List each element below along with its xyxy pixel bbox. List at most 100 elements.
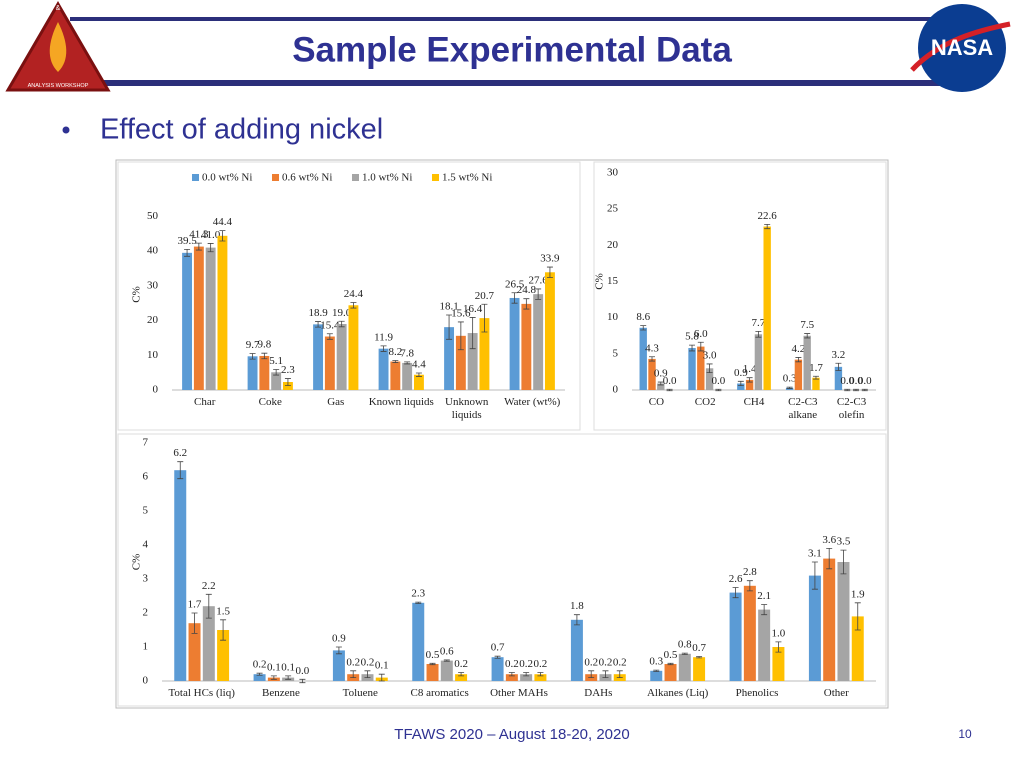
error-bar-line (844, 388, 851, 392)
error-bar-line (811, 561, 818, 590)
bar (729, 592, 742, 681)
error-bar-line (523, 298, 530, 310)
error-bar (469, 317, 476, 350)
data-label: 20.7 (475, 290, 495, 302)
panel (117, 433, 887, 707)
bar (794, 359, 803, 390)
data-label: 41.3 (189, 229, 209, 241)
error-bar (602, 670, 609, 678)
y-tick-label: 10 (147, 349, 159, 361)
error-bar (350, 302, 357, 309)
bar (521, 303, 532, 390)
y-tick-label: 25 (607, 203, 619, 215)
data-label: 3.5 (837, 536, 851, 548)
y-tick-label: 4 (143, 539, 149, 551)
error-bar (666, 388, 673, 392)
error-bar-line (588, 670, 595, 678)
error-bar-line (392, 360, 399, 363)
legend-label: 1.0 wt% Ni (362, 172, 412, 184)
error-bar-line (746, 580, 753, 592)
error-bar (535, 288, 542, 300)
error-bar-line (338, 320, 345, 328)
error-bar (844, 388, 851, 392)
x-tick-label-box: C2-C3 alkane (788, 396, 817, 421)
error-bar (350, 670, 357, 678)
data-label: 15.6 (451, 307, 471, 319)
y-axis-label: C% (131, 554, 143, 571)
error-bar-line (535, 288, 542, 300)
data-label: 0.0 (840, 375, 854, 387)
bar (533, 294, 544, 390)
data-label: 8.6 (636, 311, 650, 323)
bar (639, 327, 647, 390)
error-bar-line (546, 266, 553, 278)
data-label: 1.0 (772, 627, 786, 639)
error-bar-line (219, 230, 226, 242)
data-label: 0.2 (253, 659, 267, 671)
data-label: 0.1 (267, 661, 281, 673)
bar (247, 356, 258, 390)
data-label: 0.2 (346, 656, 360, 668)
error-bar-line (835, 362, 842, 371)
bar (332, 650, 345, 681)
y-tick-label: 1 (143, 641, 149, 653)
error-bar-line (795, 357, 802, 363)
data-label: 0.0 (858, 375, 872, 387)
x-tick-label: Unknown liquids (445, 396, 489, 421)
error-bar (761, 604, 768, 616)
data-label: 18.1 (439, 301, 458, 313)
legend-label: 0.6 wt% Ni (282, 172, 332, 184)
error-bar (249, 353, 256, 360)
data-label: 7.5 (800, 319, 814, 331)
data-label: 0.1 (281, 661, 295, 673)
error-bar-line (653, 669, 660, 672)
data-label: 0.2 (534, 658, 548, 670)
panel (593, 161, 887, 431)
bar (444, 327, 455, 390)
error-bar-line (826, 548, 833, 570)
error-bar (657, 381, 664, 386)
error-bar (706, 363, 713, 374)
data-label: 0.7 (692, 642, 706, 654)
x-tick-label: CO (648, 396, 665, 408)
bar (467, 333, 478, 390)
bar (693, 657, 706, 681)
data-label: 1.4 (743, 363, 757, 375)
error-bar (746, 580, 753, 592)
bar (182, 252, 193, 390)
data-label: 9.8 (257, 339, 271, 351)
data-label: 11.9 (374, 331, 393, 343)
error-bar (458, 672, 465, 677)
error-bar-line (786, 386, 793, 389)
error-bar-line (840, 549, 847, 575)
bar (544, 272, 555, 390)
error-bar (573, 614, 580, 626)
data-label: 0.5 (664, 649, 678, 661)
bar (758, 609, 771, 681)
error-bar (404, 361, 411, 365)
error-bar-line (755, 331, 762, 338)
error-bar (588, 670, 595, 678)
bar (664, 664, 677, 681)
data-label: 4.2 (792, 343, 806, 355)
bar (426, 664, 439, 681)
bar (202, 606, 215, 681)
data-label: 5.8 (685, 331, 699, 343)
error-bar-line (315, 321, 322, 328)
bar (837, 562, 850, 681)
bar (688, 348, 696, 390)
bar (205, 247, 216, 390)
error-bar (649, 356, 656, 362)
error-bar (494, 655, 501, 659)
error-bar (270, 675, 277, 680)
error-bar (826, 548, 833, 570)
y-tick-label: 0 (143, 675, 149, 687)
tfaws-logo: THERMAL & FLUIDS ANALYSIS WORKSHOP (5, 1, 111, 92)
x-tick-label: Other MAHs (490, 687, 548, 699)
data-label: 2.3 (281, 364, 295, 376)
error-bar (732, 587, 739, 599)
error-bar (835, 362, 842, 371)
error-bar-line (657, 381, 664, 386)
bar (737, 383, 745, 390)
error-bar (191, 612, 198, 634)
